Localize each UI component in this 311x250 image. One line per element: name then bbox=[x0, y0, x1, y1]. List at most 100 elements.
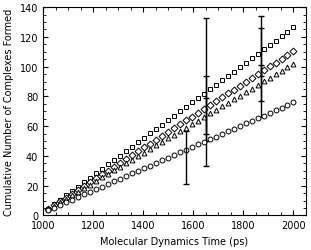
cis-cis-cis (square) bbox=[70, 190, 74, 193]
cis-trans-trans (triangle) bbox=[202, 116, 206, 119]
Line: trans-trans-trans (circle): trans-trans-trans (circle) bbox=[46, 100, 296, 213]
cis-cis-trans (diamond) bbox=[190, 116, 194, 119]
cis-cis-cis (square) bbox=[118, 154, 122, 158]
cis-trans-trans (triangle) bbox=[190, 123, 194, 126]
cis-trans-trans (triangle) bbox=[148, 148, 152, 151]
trans-trans-trans (circle) bbox=[244, 122, 248, 126]
cis-trans-trans (triangle) bbox=[280, 70, 283, 73]
cis-trans-trans (triangle) bbox=[178, 130, 182, 133]
cis-trans-trans (triangle) bbox=[172, 134, 176, 137]
cis-cis-trans (diamond) bbox=[154, 139, 158, 142]
cis-cis-cis (square) bbox=[106, 163, 110, 166]
trans-trans-trans (circle) bbox=[262, 114, 265, 117]
trans-trans-trans (circle) bbox=[76, 196, 80, 199]
Line: cis-cis-cis (square): cis-cis-cis (square) bbox=[46, 26, 296, 211]
cis-cis-cis (square) bbox=[190, 102, 194, 104]
trans-trans-trans (circle) bbox=[166, 156, 170, 160]
trans-trans-trans (circle) bbox=[124, 175, 128, 178]
trans-trans-trans (circle) bbox=[268, 112, 272, 115]
cis-cis-cis (square) bbox=[142, 137, 146, 140]
cis-cis-cis (square) bbox=[154, 128, 158, 131]
cis-trans-trans (triangle) bbox=[184, 127, 188, 130]
cis-trans-trans (triangle) bbox=[70, 194, 74, 197]
cis-cis-cis (square) bbox=[172, 115, 176, 118]
trans-trans-trans (circle) bbox=[154, 162, 158, 165]
cis-trans-trans (triangle) bbox=[274, 74, 277, 76]
cis-trans-trans (triangle) bbox=[220, 106, 224, 108]
cis-cis-trans (diamond) bbox=[76, 189, 80, 192]
cis-cis-cis (square) bbox=[124, 150, 128, 153]
X-axis label: Molecular Dynamics Time (ps): Molecular Dynamics Time (ps) bbox=[100, 236, 248, 246]
trans-trans-trans (circle) bbox=[136, 170, 140, 172]
trans-trans-trans (circle) bbox=[106, 183, 110, 186]
cis-cis-trans (diamond) bbox=[244, 81, 248, 84]
cis-cis-cis (square) bbox=[256, 53, 259, 56]
trans-trans-trans (circle) bbox=[214, 136, 217, 138]
trans-trans-trans (circle) bbox=[100, 185, 104, 188]
trans-trans-trans (circle) bbox=[82, 193, 86, 196]
trans-trans-trans (circle) bbox=[274, 109, 277, 112]
cis-trans-trans (triangle) bbox=[82, 187, 86, 190]
cis-trans-trans (triangle) bbox=[46, 208, 50, 211]
cis-cis-trans (diamond) bbox=[142, 146, 146, 150]
cis-cis-cis (square) bbox=[136, 141, 140, 144]
cis-trans-trans (triangle) bbox=[285, 66, 289, 70]
trans-trans-trans (circle) bbox=[208, 138, 211, 141]
cis-cis-trans (diamond) bbox=[208, 104, 211, 107]
cis-cis-trans (diamond) bbox=[52, 204, 56, 207]
cis-trans-trans (triangle) bbox=[76, 190, 80, 194]
trans-trans-trans (circle) bbox=[232, 128, 235, 131]
cis-cis-trans (diamond) bbox=[130, 154, 134, 157]
cis-trans-trans (triangle) bbox=[262, 81, 265, 84]
trans-trans-trans (circle) bbox=[130, 172, 134, 175]
cis-cis-cis (square) bbox=[88, 176, 92, 180]
trans-trans-trans (circle) bbox=[46, 209, 50, 212]
Y-axis label: Cumulative Number of Complexes Formed: Cumulative Number of Complexes Formed bbox=[4, 9, 14, 215]
cis-trans-trans (triangle) bbox=[136, 155, 140, 158]
cis-cis-cis (square) bbox=[292, 27, 295, 30]
trans-trans-trans (circle) bbox=[285, 104, 289, 107]
cis-cis-trans (diamond) bbox=[232, 89, 235, 92]
trans-trans-trans (circle) bbox=[160, 159, 164, 162]
cis-cis-trans (diamond) bbox=[64, 196, 68, 199]
trans-trans-trans (circle) bbox=[238, 125, 241, 128]
cis-cis-cis (square) bbox=[208, 88, 211, 91]
cis-cis-cis (square) bbox=[64, 194, 68, 197]
cis-trans-trans (triangle) bbox=[142, 152, 146, 154]
trans-trans-trans (circle) bbox=[226, 130, 230, 133]
cis-cis-cis (square) bbox=[52, 203, 56, 206]
cis-cis-trans (diamond) bbox=[148, 142, 152, 146]
cis-trans-trans (triangle) bbox=[208, 112, 211, 116]
cis-cis-trans (diamond) bbox=[112, 166, 116, 168]
cis-cis-trans (diamond) bbox=[220, 96, 224, 100]
trans-trans-trans (circle) bbox=[172, 154, 176, 157]
cis-cis-trans (diamond) bbox=[280, 58, 283, 61]
cis-cis-trans (diamond) bbox=[250, 77, 253, 80]
cis-cis-trans (diamond) bbox=[226, 92, 230, 96]
cis-cis-cis (square) bbox=[58, 198, 62, 202]
cis-cis-cis (square) bbox=[130, 146, 134, 149]
cis-trans-trans (triangle) bbox=[196, 120, 200, 122]
cis-trans-trans (triangle) bbox=[250, 88, 253, 91]
cis-cis-cis (square) bbox=[232, 71, 235, 74]
cis-cis-trans (diamond) bbox=[202, 108, 206, 111]
cis-cis-cis (square) bbox=[76, 185, 80, 188]
cis-cis-trans (diamond) bbox=[160, 135, 164, 138]
cis-cis-cis (square) bbox=[220, 80, 224, 82]
cis-trans-trans (triangle) bbox=[52, 204, 56, 208]
cis-cis-cis (square) bbox=[274, 40, 277, 43]
Line: cis-cis-trans (diamond): cis-cis-trans (diamond) bbox=[46, 50, 296, 212]
cis-cis-trans (diamond) bbox=[70, 192, 74, 196]
trans-trans-trans (circle) bbox=[58, 204, 62, 207]
cis-cis-trans (diamond) bbox=[172, 127, 176, 130]
cis-trans-trans (triangle) bbox=[268, 77, 272, 80]
cis-cis-cis (square) bbox=[82, 181, 86, 184]
cis-cis-trans (diamond) bbox=[285, 54, 289, 57]
cis-cis-cis (square) bbox=[112, 159, 116, 162]
trans-trans-trans (circle) bbox=[220, 133, 224, 136]
cis-cis-cis (square) bbox=[46, 208, 50, 210]
cis-cis-trans (diamond) bbox=[268, 66, 272, 69]
trans-trans-trans (circle) bbox=[88, 190, 92, 194]
cis-cis-trans (diamond) bbox=[82, 185, 86, 188]
cis-cis-cis (square) bbox=[202, 93, 206, 96]
